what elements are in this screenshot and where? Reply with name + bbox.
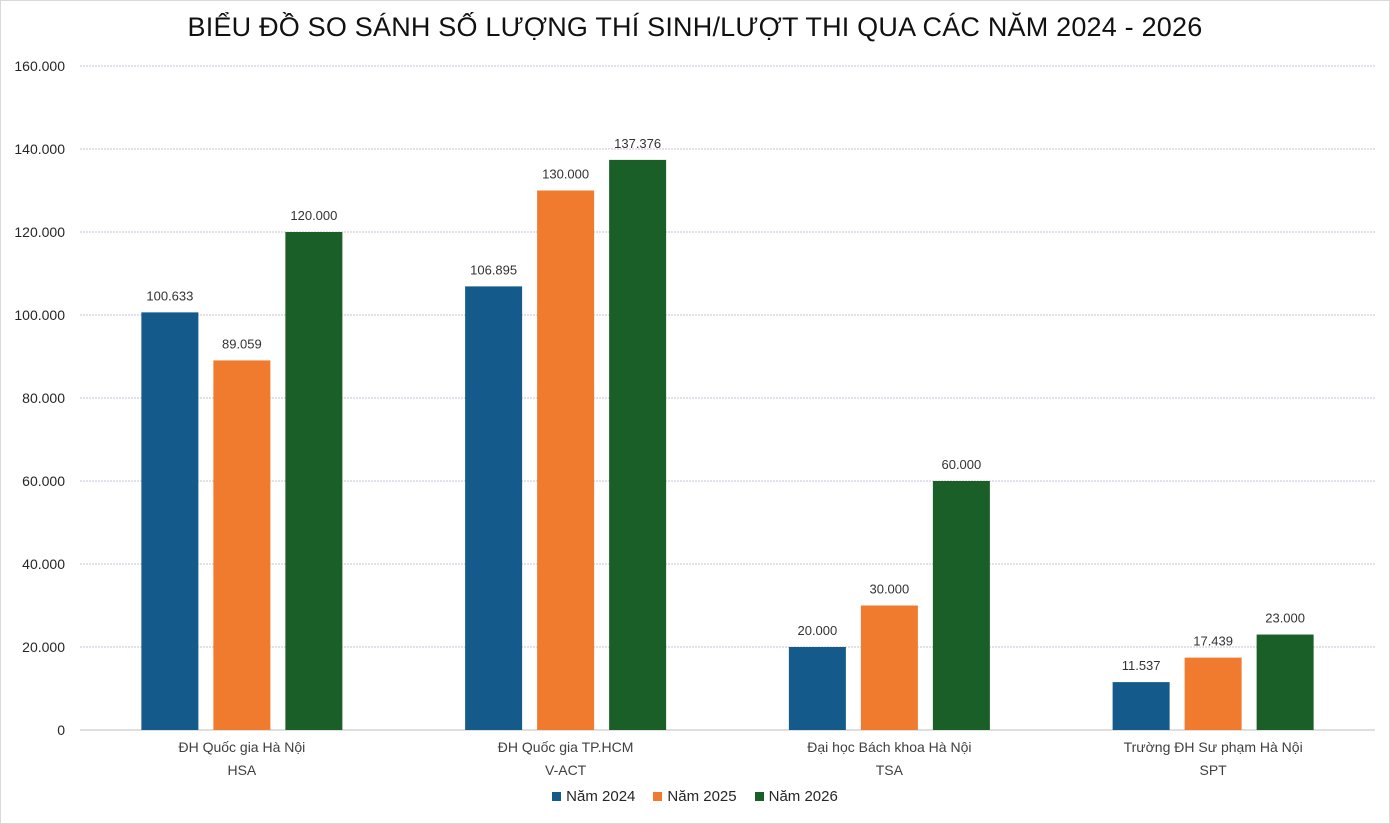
- legend-label: Năm 2025: [667, 788, 737, 805]
- x-tick-label: Trường ĐH Sư phạm Hà Nội: [1124, 739, 1303, 755]
- data-label: 137.376: [614, 136, 661, 151]
- data-label: 106.895: [470, 262, 517, 277]
- bar: [860, 605, 918, 730]
- x-tick-sublabel: SPT: [1200, 762, 1228, 778]
- x-tick-label: ĐH Quốc gia TP.HCM: [498, 739, 634, 755]
- y-tick-label: 160.000: [14, 58, 65, 74]
- data-label: 30.000: [869, 582, 909, 597]
- y-tick-label: 100.000: [14, 307, 65, 323]
- y-tick-label: 20.000: [22, 639, 65, 655]
- legend: Năm 2024 Năm 2025 Năm 2026: [0, 788, 1390, 805]
- legend-item: Năm 2024: [552, 788, 635, 805]
- data-label: 120.000: [290, 208, 337, 223]
- bar: [1256, 634, 1314, 730]
- legend-item: Năm 2026: [754, 788, 838, 805]
- data-label: 89.059: [222, 336, 262, 351]
- bar: [932, 481, 990, 730]
- y-tick-label: 0: [57, 722, 65, 738]
- bar: [1184, 657, 1242, 730]
- data-label: 100.633: [146, 288, 193, 303]
- x-tick-label: ĐH Quốc gia Hà Nội: [178, 739, 305, 755]
- x-tick-sublabel: V-ACT: [545, 762, 587, 778]
- x-tick-label: Đại học Bách khoa Hà Nội: [807, 739, 971, 755]
- chart-title: BIỂU ĐỒ SO SÁNH SỐ LƯỢNG THÍ SINH/LƯỢT T…: [187, 12, 1203, 42]
- data-label: 17.439: [1193, 634, 1233, 649]
- bar: [537, 190, 595, 730]
- data-label: 130.000: [542, 167, 589, 182]
- data-label: 11.537: [1122, 658, 1161, 673]
- y-tick-label: 140.000: [14, 141, 65, 157]
- y-tick-label: 40.000: [22, 556, 65, 572]
- y-tick-label: 60.000: [22, 473, 65, 489]
- bar: [465, 286, 523, 730]
- bar: [1112, 682, 1170, 730]
- y-tick-label: 120.000: [14, 224, 65, 240]
- legend-swatch: [754, 792, 764, 801]
- x-tick-sublabel: HSA: [227, 762, 256, 778]
- legend-swatch: [552, 792, 562, 801]
- legend-item: Năm 2025: [653, 788, 737, 805]
- data-label: 23.000: [1265, 611, 1305, 626]
- data-label: 20.000: [797, 623, 837, 638]
- bar: [609, 159, 667, 731]
- bar: [141, 312, 199, 730]
- legend-label: Năm 2024: [566, 788, 636, 805]
- legend-swatch: [653, 792, 663, 801]
- data-label: 60.000: [941, 457, 981, 472]
- y-tick-label: 80.000: [22, 390, 65, 406]
- x-tick-sublabel: TSA: [876, 762, 904, 778]
- bar: [285, 232, 343, 730]
- legend-label: Năm 2026: [768, 788, 838, 805]
- bar: [213, 360, 271, 730]
- bar-chart: 0 20.000 40.000 60.000 80.000 100.000 120.000 1…: [14, 58, 1375, 778]
- bar: [788, 647, 846, 730]
